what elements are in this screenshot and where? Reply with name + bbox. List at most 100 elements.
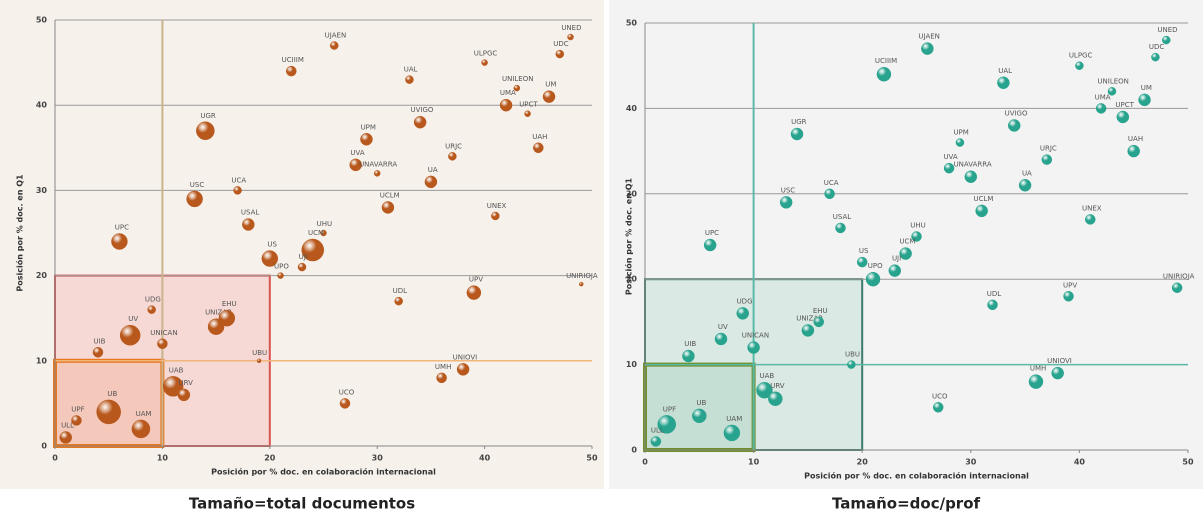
- point-label: UAM: [726, 415, 742, 423]
- x-tick-label: 40: [1074, 458, 1086, 467]
- bubble: [768, 391, 783, 407]
- point-label: UCA: [824, 179, 839, 187]
- point-label: UCLM: [380, 191, 400, 199]
- point-label: UPV: [469, 276, 483, 284]
- x-tick-label: 50: [586, 454, 598, 463]
- bubble: [349, 158, 362, 172]
- bubble: [71, 415, 82, 426]
- x-tick-label: 0: [642, 458, 648, 467]
- bubble: [579, 281, 584, 287]
- point-label: UAL: [998, 67, 1012, 75]
- point-label: UDL: [987, 290, 1002, 298]
- bubble: [943, 162, 955, 174]
- point-label: ULL: [651, 426, 664, 434]
- x-tick-label: 20: [264, 454, 276, 463]
- bubble: [1107, 87, 1117, 96]
- bubble: [542, 90, 556, 103]
- point-label: UCM: [308, 229, 324, 237]
- bubble: [1171, 282, 1183, 293]
- point-label: UNAVARRA: [359, 160, 397, 168]
- x-tick-label: 40: [479, 454, 491, 463]
- x-tick-label: 20: [857, 458, 869, 467]
- bubble: [119, 324, 141, 346]
- bubble: [456, 363, 470, 376]
- bubble: [813, 316, 825, 328]
- point-label: ULPGC: [474, 50, 498, 58]
- bubble: [96, 399, 121, 425]
- bubble: [1116, 110, 1130, 124]
- point-label: UJI: [892, 255, 901, 263]
- point-label: UDC: [1149, 43, 1165, 51]
- y-tick-label: 50: [36, 16, 48, 25]
- bubble: [92, 347, 104, 358]
- bubble: [987, 299, 998, 311]
- point-label: UPM: [953, 129, 968, 137]
- point-label: UPF: [663, 405, 676, 413]
- bubble: [424, 175, 438, 189]
- point-label: UCM: [899, 238, 915, 246]
- bubble: [856, 256, 868, 268]
- y-tick-label: 10: [626, 360, 638, 369]
- point-label: UMA: [1095, 93, 1111, 101]
- bubble: [1138, 93, 1151, 107]
- caption: Tamaño=doc/prof: [832, 495, 981, 513]
- bubble: [196, 121, 215, 141]
- y-tick-label: 20: [36, 271, 48, 280]
- point-label: UPM: [361, 123, 376, 131]
- y-axis-label: Posición por % doc. en Q1: [15, 174, 25, 292]
- point-label: UV: [128, 315, 138, 323]
- bubble: [876, 66, 892, 82]
- y-tick-label: 40: [36, 101, 48, 110]
- x-tick-label: 30: [965, 458, 977, 467]
- point-label: UGR: [791, 118, 807, 126]
- bubble: [360, 133, 373, 146]
- bubble: [186, 190, 203, 208]
- point-label: US: [859, 247, 869, 255]
- bubble: [756, 381, 773, 399]
- x-axis-label: Posición por % doc. en colaboración inte…: [804, 471, 1029, 481]
- point-label: URJC: [445, 142, 462, 150]
- point-label: UPCT: [519, 101, 538, 109]
- point-label: UHU: [317, 220, 333, 228]
- y-tick-label: 30: [626, 189, 638, 198]
- y-tick-label: 0: [41, 442, 47, 451]
- x-tick-label: 50: [1182, 458, 1194, 467]
- bubble: [911, 231, 922, 242]
- point-label: UM: [545, 81, 556, 89]
- bubble: [1151, 52, 1160, 62]
- x-axis-label: Posición por % doc. en colaboración inte…: [211, 467, 436, 477]
- point-label: EHU: [813, 307, 828, 315]
- point-label: URV: [178, 379, 193, 387]
- point-label: UA: [1022, 169, 1032, 177]
- point-label: UM: [1141, 84, 1152, 92]
- point-label: UCA: [231, 176, 246, 184]
- bubble: [1007, 119, 1021, 132]
- x-tick-label: 0: [52, 454, 58, 463]
- point-label: UNIOVI: [1047, 357, 1072, 365]
- bubble: [703, 238, 717, 252]
- bubble: [723, 424, 741, 442]
- bubble: [147, 305, 156, 314]
- point-label: UNED: [561, 24, 581, 32]
- bubble: [233, 186, 242, 195]
- point-label: UCIIIM: [282, 56, 304, 64]
- bubble: [329, 41, 339, 50]
- point-label: UAB: [169, 366, 184, 374]
- bubble: [499, 98, 513, 112]
- bubble: [481, 59, 488, 66]
- point-label: USC: [190, 181, 205, 189]
- bubble: [524, 110, 531, 117]
- point-label: UCO: [339, 388, 355, 396]
- point-label: UNILEON: [502, 75, 534, 83]
- point-label: UVA: [943, 153, 957, 161]
- point-label: UA: [428, 166, 438, 174]
- bubble: [1041, 154, 1053, 165]
- bubble: [835, 222, 846, 234]
- bubble: [381, 201, 395, 214]
- bubble: [1085, 214, 1096, 225]
- point-label: UPO: [274, 263, 289, 271]
- point-label: UPV: [1063, 281, 1077, 289]
- bubble: [555, 49, 565, 59]
- bubble: [466, 285, 482, 300]
